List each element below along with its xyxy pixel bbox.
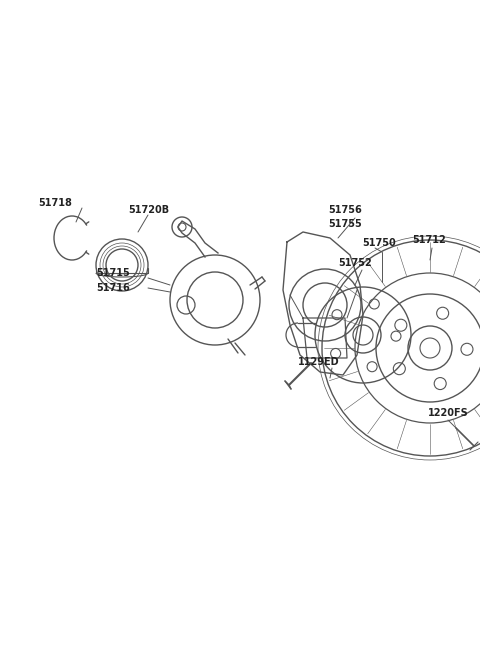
Text: 51755: 51755: [328, 219, 362, 229]
Text: 1129ED: 1129ED: [298, 357, 340, 367]
Text: 51715: 51715: [96, 268, 130, 278]
Text: 1220FS: 1220FS: [428, 408, 469, 418]
Text: 51752: 51752: [338, 258, 372, 268]
Text: 51756: 51756: [328, 205, 362, 215]
Text: 51750: 51750: [362, 238, 396, 248]
Text: 51718: 51718: [38, 198, 72, 208]
Text: 51716: 51716: [96, 283, 130, 293]
Text: 51720B: 51720B: [128, 205, 169, 215]
Text: 51712: 51712: [412, 235, 446, 245]
